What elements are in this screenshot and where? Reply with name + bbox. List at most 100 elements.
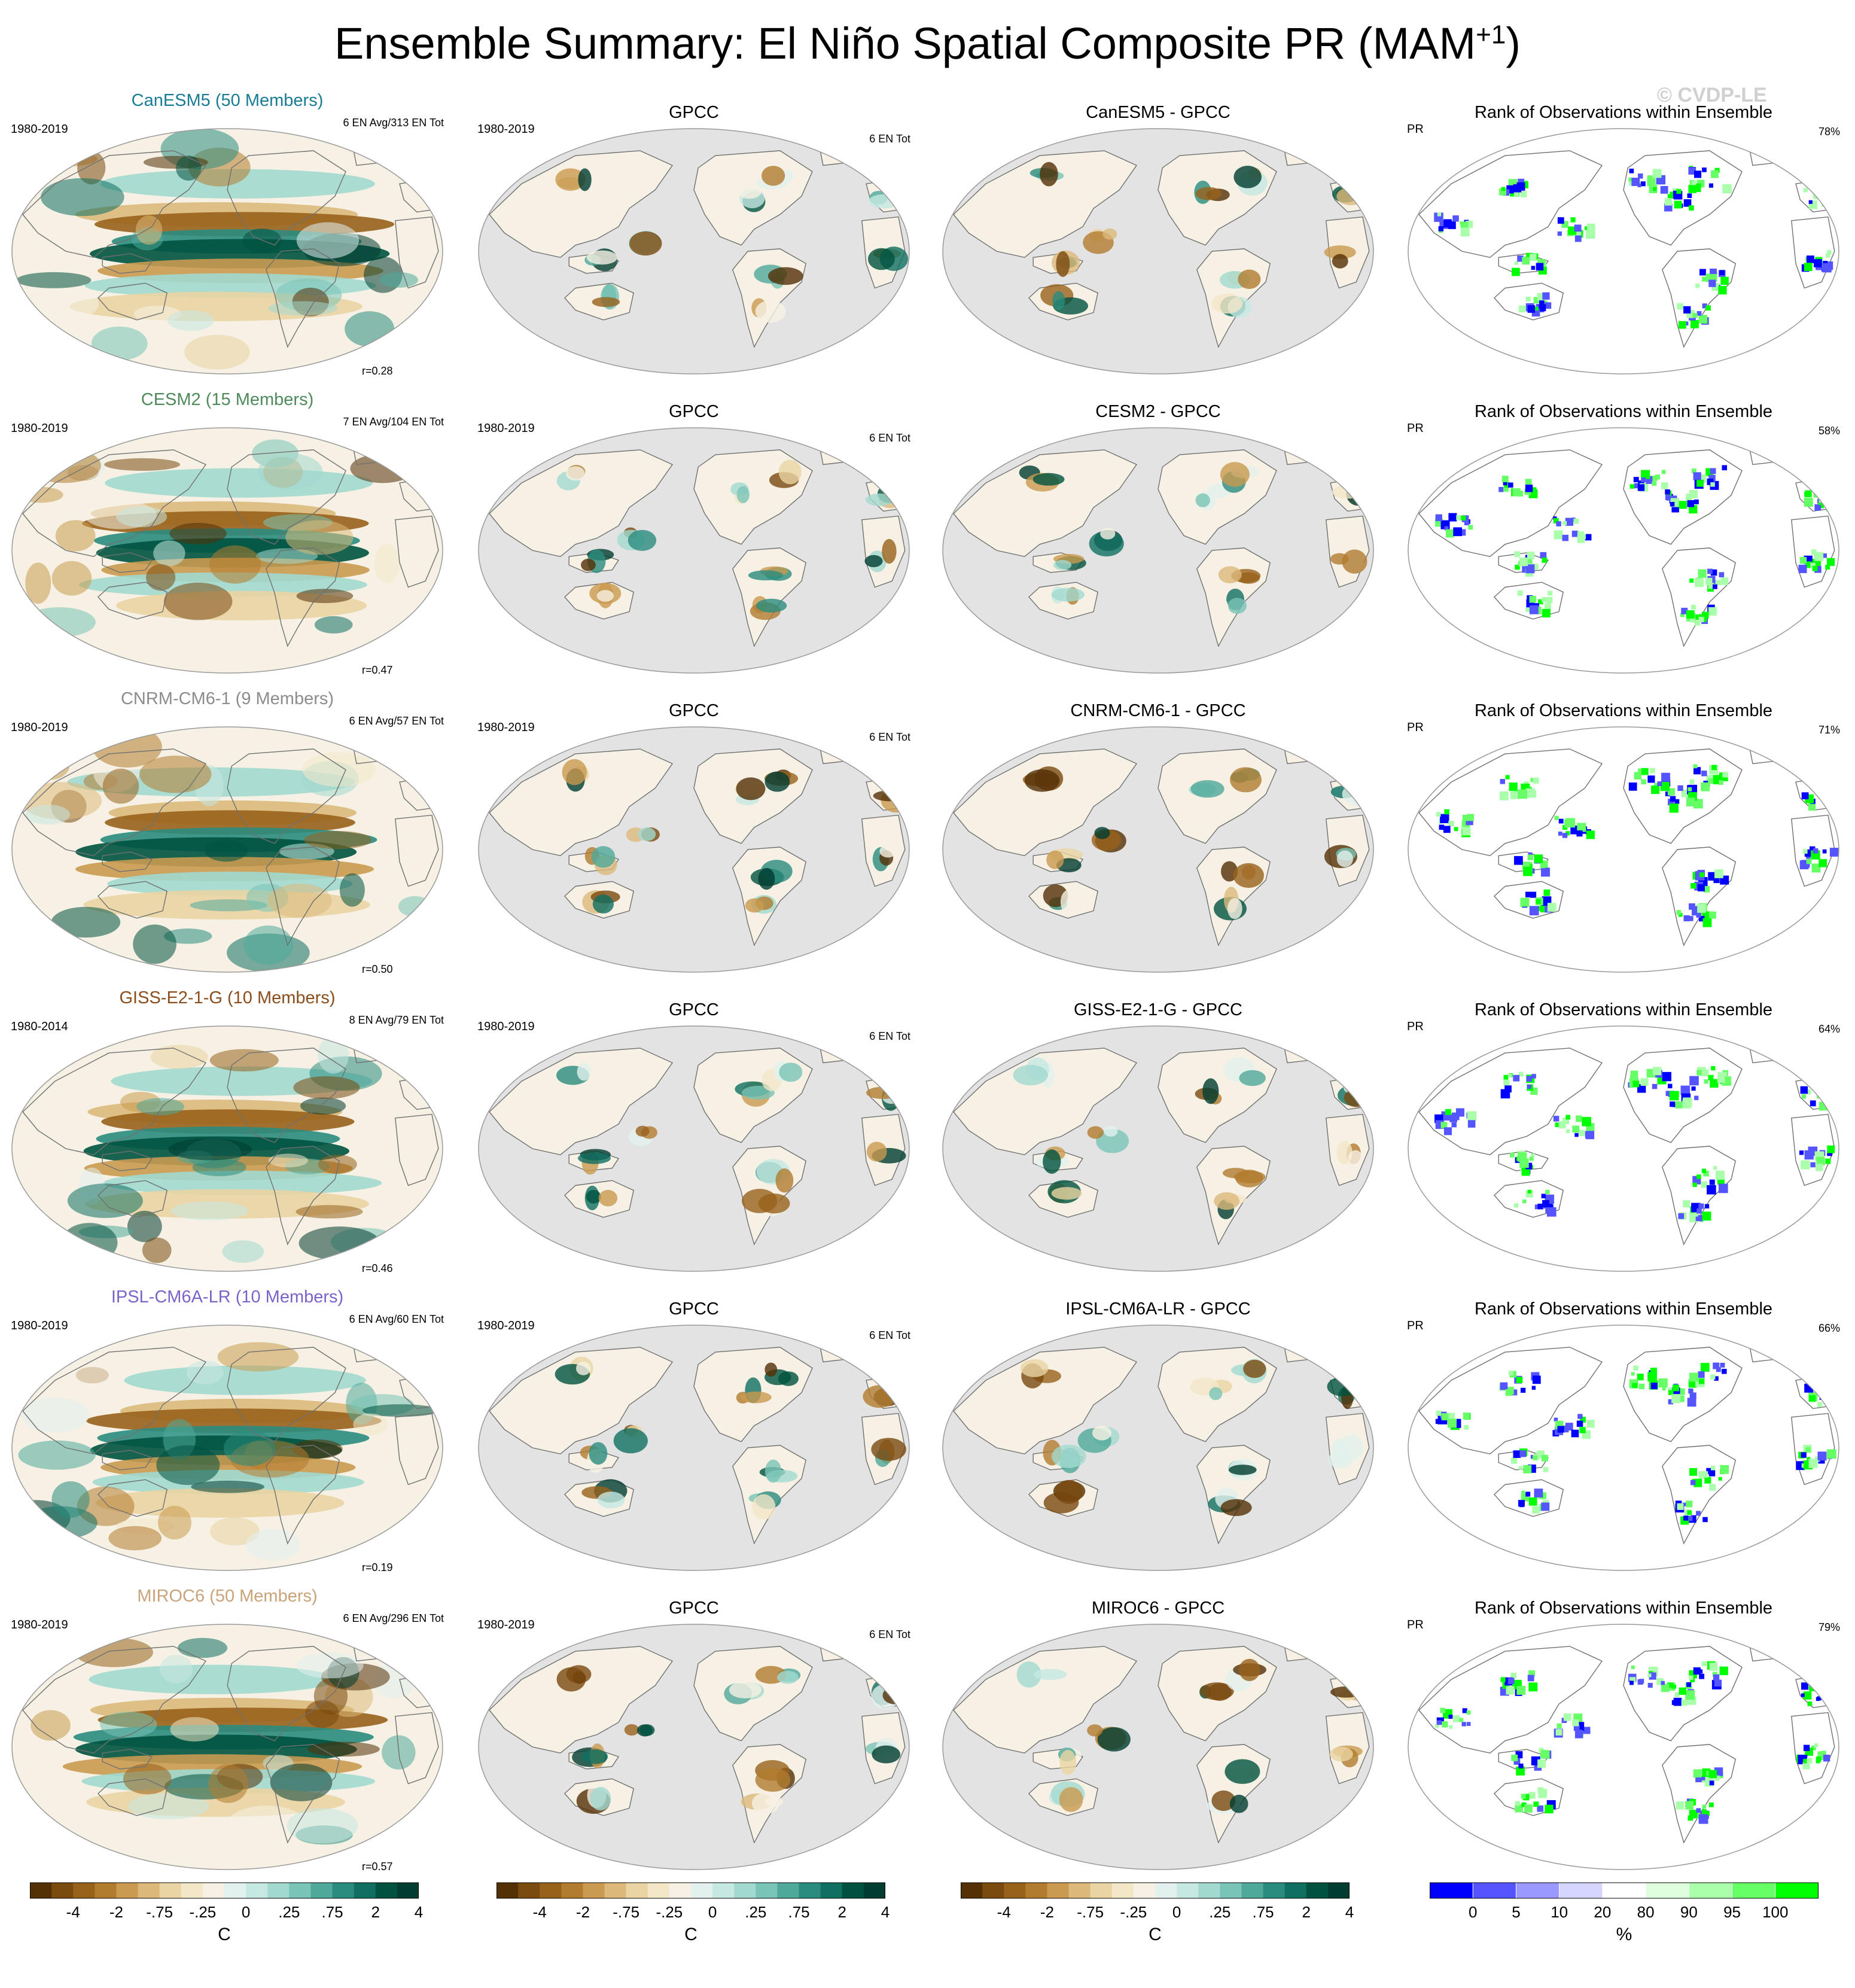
rank-cell <box>1539 300 1545 306</box>
rank-cell <box>1501 476 1509 482</box>
land-anomaly-patch <box>863 1385 897 1408</box>
anomaly-blob <box>170 1201 249 1220</box>
land-anomaly-patch <box>1228 1465 1257 1475</box>
land-anomaly-patch <box>1329 1746 1353 1762</box>
rank-cell <box>1705 1811 1710 1816</box>
rank-cell <box>1690 319 1699 328</box>
panel-row: MIROC6 (50 Members) 1980-2019 6 EN Avg/296… <box>0 1585 1855 1885</box>
continent-asia <box>1418 1048 1603 1156</box>
colorbar-unit: C <box>218 1925 231 1944</box>
rank-cell <box>1527 305 1536 313</box>
rank-cell <box>1531 266 1536 270</box>
rank-cell <box>1628 177 1633 182</box>
colorbar-swatch <box>1004 1883 1026 1898</box>
rank-cell <box>1532 1506 1540 1514</box>
rank-cell <box>1456 514 1462 520</box>
rank-cell <box>1685 1690 1695 1700</box>
colorbar-tick-label: -.75 <box>613 1903 640 1921</box>
rank-cell <box>1510 1672 1517 1679</box>
anomaly-blob <box>191 1480 264 1493</box>
rank-variable: PR <box>1407 422 1424 435</box>
colorbar-tick-label: 10 <box>1551 1903 1568 1921</box>
rank-cell <box>1698 569 1707 578</box>
rank-cell <box>1513 1758 1521 1765</box>
continent-namerica <box>227 449 346 545</box>
land-anomaly-patch <box>755 1768 791 1792</box>
rank-cell <box>1722 465 1728 471</box>
land-anomaly-patch <box>776 1670 799 1684</box>
rank-cell <box>1710 1466 1716 1471</box>
rank-cell <box>1448 513 1457 522</box>
rank-cell <box>1719 270 1725 275</box>
rank-cell <box>1670 1101 1676 1107</box>
continent-asia <box>953 150 1138 258</box>
colorbar-swatch <box>1177 1883 1199 1898</box>
model-title: IPSL-CM6A-LR (10 Members) <box>111 1287 344 1307</box>
rank-cell <box>1701 1661 1707 1667</box>
map-outline <box>11 726 443 973</box>
en-count-label: 7 EN Avg/104 EN Tot <box>343 416 444 428</box>
rank-cell <box>1565 1423 1573 1431</box>
rank-title: Rank of Observations within Ensemble <box>1474 701 1773 720</box>
rank-cell <box>1709 1484 1716 1491</box>
obs-en-count: 6 EN Tot <box>869 1628 910 1640</box>
rank-cell <box>1819 503 1824 509</box>
rank-cell <box>1830 1084 1839 1094</box>
rank-cell <box>1634 772 1642 780</box>
anomaly-blob <box>270 1763 333 1801</box>
difference-panel: GISS-E2-1-G - GPCC <box>931 987 1385 1286</box>
rank-cell <box>1693 764 1698 769</box>
colorbar-swatch <box>181 1883 203 1898</box>
rank-cell <box>1539 1492 1547 1499</box>
rank-cell <box>1705 577 1713 585</box>
land-anomaly-patch <box>1051 1187 1082 1200</box>
continent-greenland <box>818 741 850 765</box>
map-outline <box>478 726 910 973</box>
land-anomaly-patch <box>1327 1377 1358 1397</box>
land-anomaly-patch <box>586 250 618 265</box>
land-anomaly-patch <box>1046 850 1064 869</box>
colorbar-swatch <box>961 1883 983 1898</box>
rank-cell <box>1808 803 1816 811</box>
obs-years-label: 1980-2019 <box>477 1618 535 1631</box>
rank-cell <box>1686 610 1695 619</box>
rank-cell <box>1522 1794 1530 1801</box>
colorbar-tick-label: .25 <box>278 1903 300 1921</box>
model-title: MIROC6 (50 Members) <box>137 1587 318 1606</box>
rank-cell <box>1453 527 1463 537</box>
colorbar-swatch <box>1068 1883 1091 1898</box>
rank-cell <box>1696 1208 1702 1214</box>
rank-cell <box>1542 557 1548 563</box>
rank-cell <box>1816 1756 1822 1762</box>
land-anomaly-patch <box>1020 1359 1049 1377</box>
rank-cell <box>1647 1682 1653 1688</box>
colorbar-tick-label: -2 <box>1040 1903 1054 1921</box>
land-anomaly-patch <box>1229 1794 1248 1813</box>
rank-cell <box>1718 1183 1728 1194</box>
rank-cell <box>1517 255 1524 262</box>
anomaly-blob <box>208 1764 248 1803</box>
years-label: 1980-2019 <box>11 721 68 734</box>
rank-cell <box>1641 477 1646 483</box>
rank-cell <box>1515 564 1520 570</box>
colorbar-swatch <box>561 1883 583 1898</box>
rank-cell <box>1522 1199 1527 1204</box>
rank-cell <box>1510 791 1518 799</box>
obs-years-label: 1980-2019 <box>477 721 535 734</box>
land-anomaly-patch <box>764 1362 778 1377</box>
rank-cell <box>1708 183 1714 188</box>
rank-cell <box>1521 1802 1527 1807</box>
rank-cell <box>1715 580 1721 586</box>
rank-cell <box>1705 305 1711 311</box>
land-anomaly-patch <box>740 1391 772 1404</box>
colorbar-swatch <box>1645 1882 1690 1899</box>
rank-cell <box>1693 767 1701 775</box>
rank-cell <box>1521 1490 1525 1494</box>
rank-cell <box>1720 1465 1729 1474</box>
rank-cell <box>1701 1181 1708 1188</box>
continent-namerica <box>227 1347 346 1442</box>
years-label: 1980-2019 <box>11 422 68 435</box>
rank-cell <box>1695 578 1704 587</box>
rank-cell <box>1704 1476 1711 1484</box>
colorbar-swatch <box>397 1883 419 1898</box>
